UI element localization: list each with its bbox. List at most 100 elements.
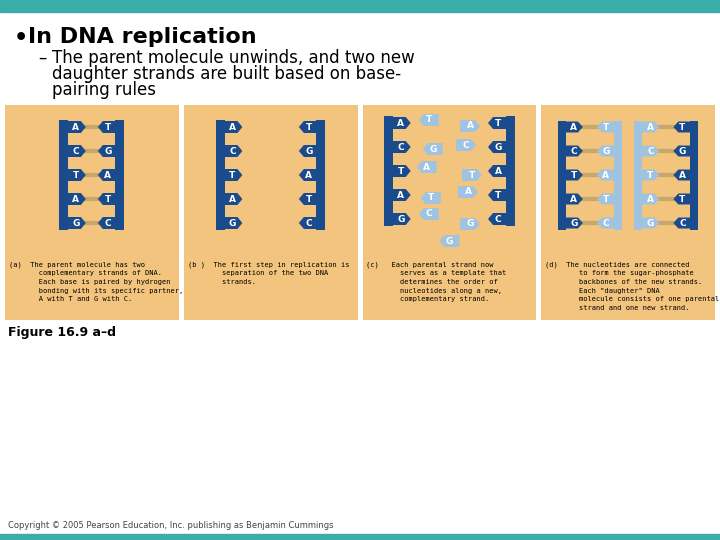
Polygon shape (419, 208, 438, 220)
Polygon shape (597, 122, 615, 132)
Polygon shape (299, 169, 319, 181)
Polygon shape (391, 141, 410, 153)
Polygon shape (597, 218, 615, 228)
Bar (5, 105, 179, 320)
Text: C: C (603, 219, 609, 227)
Text: Figure 16.9 a–d: Figure 16.9 a–d (8, 326, 116, 339)
Text: (a)  The parent molecule has two: (a) The parent molecule has two (9, 262, 145, 268)
Text: G: G (305, 146, 312, 156)
Bar (362, 105, 536, 320)
Text: T: T (229, 171, 235, 179)
Text: A: A (647, 123, 654, 132)
Text: A: A (679, 171, 686, 179)
Polygon shape (419, 114, 438, 126)
Text: C: C (305, 219, 312, 227)
Text: C: C (679, 219, 685, 227)
Polygon shape (299, 145, 319, 157)
Text: T: T (495, 118, 501, 127)
Text: C: C (73, 146, 79, 156)
Polygon shape (460, 218, 480, 230)
Polygon shape (488, 141, 508, 153)
Text: •: • (14, 28, 28, 48)
Polygon shape (66, 193, 86, 205)
Polygon shape (98, 169, 118, 181)
Text: G: G (446, 237, 453, 246)
Bar (541, 105, 715, 320)
Text: T: T (306, 123, 312, 132)
Polygon shape (488, 213, 508, 225)
Text: G: G (397, 214, 405, 224)
Polygon shape (391, 117, 410, 129)
Text: C: C (104, 219, 111, 227)
Polygon shape (462, 169, 482, 181)
Bar (0, 0, 720, 12)
Polygon shape (488, 117, 508, 129)
Text: A: A (305, 171, 312, 179)
Text: The parent molecule unwinds, and two new: The parent molecule unwinds, and two new (52, 49, 415, 67)
Text: determines the order of: determines the order of (366, 279, 498, 285)
Text: G: G (467, 219, 474, 228)
Polygon shape (642, 218, 660, 228)
Polygon shape (642, 145, 660, 157)
Text: nucleotides along a new,: nucleotides along a new, (366, 287, 503, 294)
Text: A: A (397, 191, 404, 199)
Text: T: T (104, 123, 111, 132)
Text: (d)  The nucleotides are connected: (d) The nucleotides are connected (545, 262, 690, 268)
Polygon shape (642, 122, 660, 132)
Text: C: C (426, 210, 432, 219)
Text: A: A (73, 123, 79, 132)
Text: A: A (423, 163, 431, 172)
Text: T: T (679, 194, 685, 204)
Text: A: A (229, 194, 236, 204)
Text: T: T (603, 194, 609, 204)
Polygon shape (299, 217, 319, 229)
Bar (316, 120, 325, 230)
Text: Copyright © 2005 Pearson Education, Inc. publishing as Benjamin Cummings: Copyright © 2005 Pearson Education, Inc.… (8, 521, 333, 530)
Text: A: A (397, 118, 404, 127)
Text: G: G (495, 143, 502, 152)
Text: C: C (397, 143, 404, 152)
Polygon shape (420, 192, 441, 204)
Text: C: C (570, 146, 577, 156)
Text: A: A (229, 123, 236, 132)
Polygon shape (565, 170, 583, 180)
Text: –: – (38, 49, 46, 67)
Polygon shape (98, 193, 118, 205)
Polygon shape (299, 193, 319, 205)
Text: A: A (467, 122, 474, 131)
Bar (115, 120, 125, 230)
Text: T: T (428, 193, 434, 202)
Polygon shape (673, 218, 691, 228)
Text: T: T (469, 171, 475, 179)
Text: T: T (679, 123, 685, 132)
Text: strand and one new strand.: strand and one new strand. (545, 305, 690, 310)
Text: G: G (570, 219, 577, 227)
Text: G: G (104, 146, 112, 156)
Polygon shape (98, 121, 118, 133)
Text: T: T (647, 171, 654, 179)
Polygon shape (66, 121, 86, 133)
Text: bonding with its specific partner,: bonding with its specific partner, (9, 287, 184, 294)
Text: G: G (72, 219, 80, 227)
Polygon shape (673, 193, 691, 205)
Text: (c)   Each parental strand now: (c) Each parental strand now (366, 262, 494, 268)
Text: separation of the two DNA: separation of the two DNA (188, 271, 328, 276)
Text: backbones of the new strands.: backbones of the new strands. (545, 279, 703, 285)
Polygon shape (458, 186, 478, 198)
Text: daughter strands are built based on base-: daughter strands are built based on base… (52, 65, 401, 83)
Polygon shape (488, 189, 508, 201)
Text: T: T (397, 166, 404, 176)
Text: G: G (229, 219, 236, 227)
Text: T: T (495, 191, 501, 199)
Text: serves as a template that: serves as a template that (366, 271, 507, 276)
Text: G: G (679, 146, 686, 156)
Polygon shape (673, 145, 691, 157)
Bar (59, 120, 68, 230)
Bar (216, 120, 225, 230)
Bar (184, 105, 358, 320)
Text: A with T and G with C.: A with T and G with C. (9, 296, 132, 302)
Text: to form the sugar-phosphate: to form the sugar-phosphate (545, 271, 694, 276)
Polygon shape (565, 145, 583, 157)
Bar (384, 116, 393, 226)
Polygon shape (597, 193, 615, 205)
